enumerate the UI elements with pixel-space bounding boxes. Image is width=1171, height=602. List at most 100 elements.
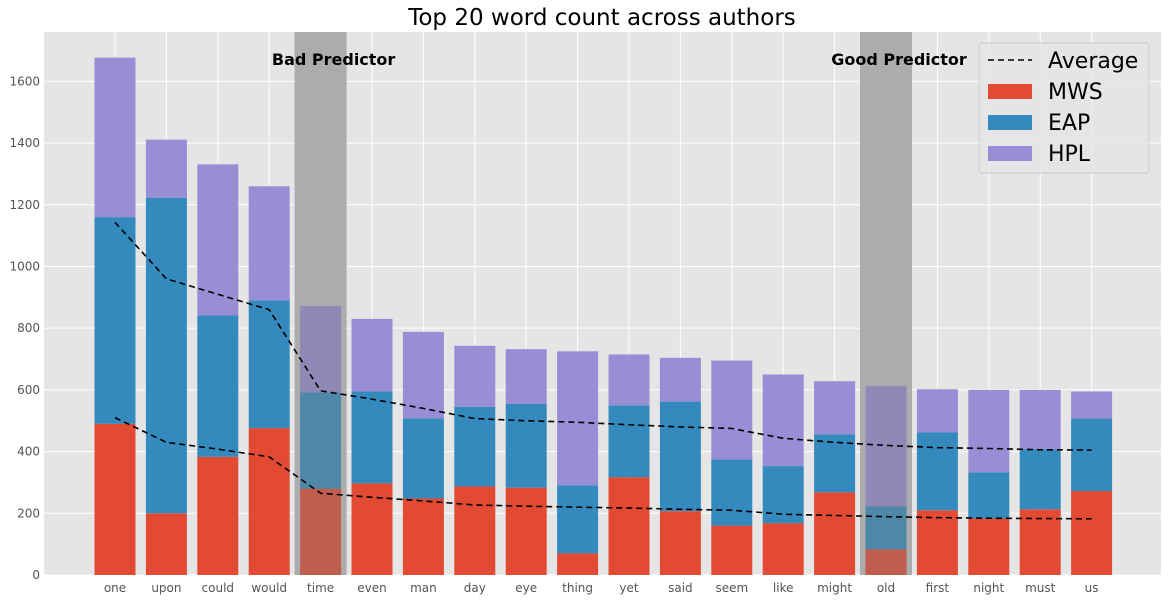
bar-mws-eye xyxy=(505,487,547,575)
y-tick-label: 800 xyxy=(17,321,40,335)
bar-mws-even xyxy=(351,483,393,575)
x-tick-label: upon xyxy=(151,581,181,595)
bar-hpl-even xyxy=(351,318,393,392)
bar-hpl-said xyxy=(659,357,701,402)
bar-hpl-us xyxy=(1071,391,1113,419)
legend-label: EAP xyxy=(1048,111,1090,136)
bar-mws-old xyxy=(865,549,907,575)
bar-eap-night xyxy=(968,472,1010,519)
bar-hpl-night xyxy=(968,389,1010,473)
y-tick-label: 400 xyxy=(17,445,40,459)
bar-eap-could xyxy=(197,315,239,457)
bar-hpl-would xyxy=(248,186,290,301)
legend-swatch-mws xyxy=(988,84,1032,99)
x-tick-label: old xyxy=(877,581,895,595)
legend-label: MWS xyxy=(1048,80,1103,105)
bar-mws-thing xyxy=(557,553,599,575)
x-axis-ticks: one upon could would time even man day eye thing y… xyxy=(104,581,1099,595)
bar-eap-seem xyxy=(711,459,753,526)
x-tick-label: yet xyxy=(619,581,638,595)
bar-hpl-seem xyxy=(711,360,753,460)
y-axis-ticks: 0 200 400 600 800 1000 1200 1400 1600 xyxy=(9,74,40,582)
x-tick-label: one xyxy=(104,581,126,595)
x-tick-label: even xyxy=(357,581,386,595)
annotation-old: Good Predictor xyxy=(831,50,967,69)
x-tick-label: first xyxy=(926,581,950,595)
bar-eap-said xyxy=(659,401,701,512)
bar-hpl-one xyxy=(94,57,136,218)
x-tick-label: would xyxy=(251,581,287,595)
bar-mws-night xyxy=(968,518,1010,575)
bar-eap-thing xyxy=(557,485,599,554)
bar-eap-one xyxy=(94,217,136,424)
bar-hpl-must xyxy=(1019,389,1061,450)
bar-mws-time xyxy=(300,488,342,575)
x-tick-label: eye xyxy=(515,581,537,595)
bar-mws-upon xyxy=(145,513,187,575)
bar-hpl-yet xyxy=(608,354,650,406)
bar-mws-seem xyxy=(711,525,753,575)
legend-swatch-eap xyxy=(988,115,1032,130)
bar-mws-would xyxy=(248,428,290,575)
bar-mws-must xyxy=(1019,509,1061,575)
x-tick-label: might xyxy=(817,581,852,595)
bar-eap-even xyxy=(351,391,393,484)
highlight-band-overlay xyxy=(860,32,912,575)
annotation-time: Bad Predictor xyxy=(272,50,396,69)
x-tick-label: time xyxy=(307,581,334,595)
bar-eap-might xyxy=(814,434,856,493)
legend-swatch-hpl xyxy=(988,146,1032,161)
bar-mws-one xyxy=(94,423,136,575)
highlight-band-overlays xyxy=(294,32,912,575)
x-tick-label: thing xyxy=(562,581,593,595)
y-tick-label: 1200 xyxy=(9,198,40,212)
y-tick-label: 0 xyxy=(32,568,40,582)
legend-label: HPL xyxy=(1048,142,1091,167)
average-lines xyxy=(114,221,1092,520)
bar-eap-yet xyxy=(608,405,650,478)
bar-mws-might xyxy=(814,492,856,575)
bar-eap-us xyxy=(1071,418,1113,492)
bar-hpl-like xyxy=(762,374,804,467)
bars xyxy=(94,57,1113,575)
bar-mws-first xyxy=(916,510,958,575)
y-tick-label: 1600 xyxy=(9,74,40,88)
bar-mws-us xyxy=(1071,491,1113,575)
bar-mws-man xyxy=(402,498,444,575)
x-tick-label: said xyxy=(668,581,693,595)
legend: Average MWS EAP HPL xyxy=(978,42,1150,174)
bar-hpl-could xyxy=(197,164,239,316)
y-tick-label: 600 xyxy=(17,383,40,397)
chart-title: Top 20 word count across authors xyxy=(407,5,796,31)
bar-hpl-upon xyxy=(145,139,187,198)
bar-eap-day xyxy=(454,406,496,487)
bar-hpl-first xyxy=(916,389,958,433)
bar-mws-day xyxy=(454,486,496,575)
bar-hpl-time xyxy=(300,305,342,393)
bar-hpl-man xyxy=(402,331,444,419)
legend-box xyxy=(978,42,1150,174)
bar-eap-time xyxy=(300,392,342,489)
bar-hpl-thing xyxy=(557,351,599,486)
x-tick-label: day xyxy=(464,581,486,595)
bar-hpl-day xyxy=(454,345,496,407)
x-tick-label: seem xyxy=(715,581,748,595)
annotations: Bad Predictor Good Predictor xyxy=(272,50,967,69)
x-tick-label: could xyxy=(202,581,235,595)
bar-eap-must xyxy=(1019,449,1061,510)
highlight-band-overlay xyxy=(294,32,347,575)
bar-hpl-eye xyxy=(505,349,547,404)
bar-eap-first xyxy=(916,432,958,511)
y-tick-label: 200 xyxy=(17,506,40,520)
bar-eap-upon xyxy=(145,197,187,514)
average-line-upper xyxy=(114,221,1092,451)
legend-label: Average xyxy=(1048,49,1138,74)
bar-hpl-might xyxy=(814,381,856,435)
y-tick-label: 1000 xyxy=(9,259,40,273)
x-tick-label: like xyxy=(773,581,794,595)
y-tick-label: 1400 xyxy=(9,136,40,150)
x-tick-label: us xyxy=(1085,581,1099,595)
bar-eap-man xyxy=(402,418,444,499)
bar-eap-would xyxy=(248,300,290,429)
